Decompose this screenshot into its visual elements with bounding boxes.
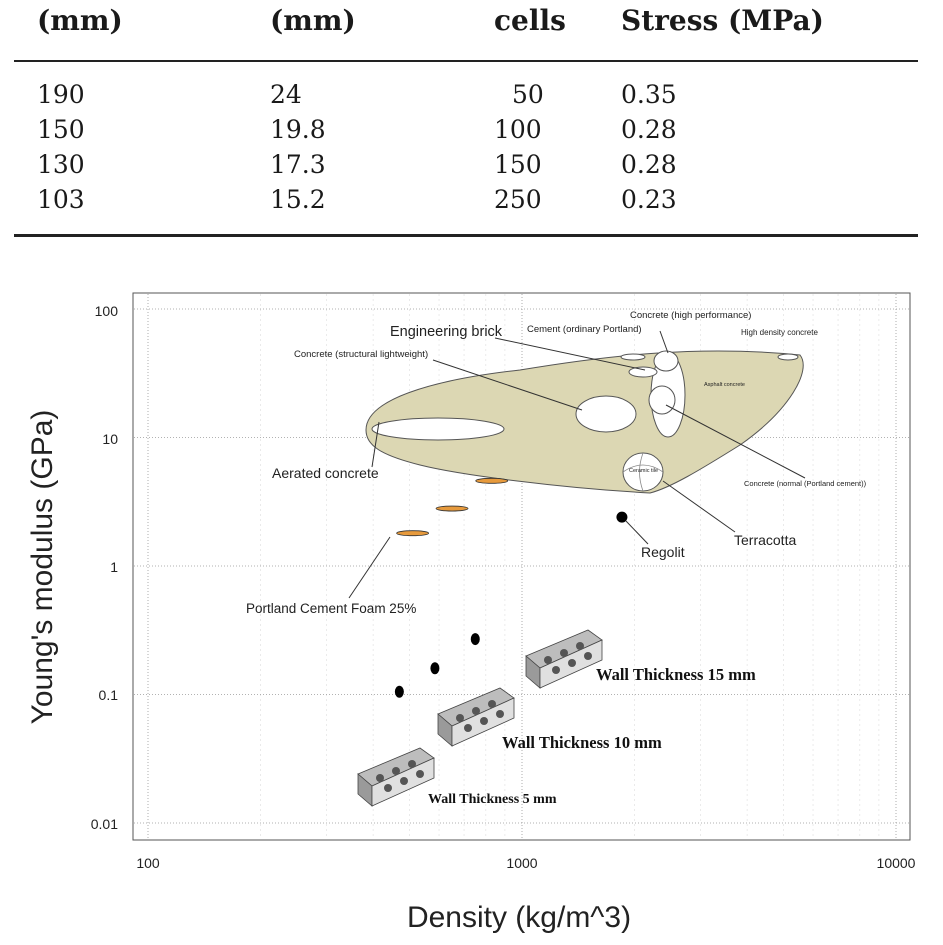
- y-tick-label: 1: [110, 559, 118, 575]
- table-cell: 15.2: [270, 185, 326, 214]
- header-col-4: Stress (MPa): [621, 4, 824, 37]
- foam-point: [475, 477, 509, 484]
- table-cell: 100: [494, 115, 542, 144]
- table-cell: 0.35: [621, 80, 677, 109]
- lattice-point: [430, 662, 440, 675]
- x-tick-label: 1000: [506, 855, 537, 871]
- cement-sliver-ellipse: [620, 353, 646, 361]
- high-density-ellipse: [777, 353, 799, 361]
- label-high-density-concrete: High density concrete: [741, 328, 818, 337]
- data-table: (mm) (mm) cells Stress (MPa) 190 24 50 0…: [0, 0, 943, 245]
- x-axis-title: Density (kg/m^3): [407, 901, 631, 934]
- label-portland-cement-foam: Portland Cement Foam 25%: [246, 601, 416, 616]
- label-aerated-concrete: Aerated concrete: [272, 465, 379, 481]
- label-engineering-brick: Engineering brick: [390, 324, 503, 340]
- table-cell: 24: [270, 80, 302, 109]
- lattice-block-15mm: [525, 629, 603, 689]
- bottom-rule: [14, 234, 918, 237]
- foam-point: [435, 505, 469, 512]
- table-cell: 250: [494, 185, 542, 214]
- y-tick-label: 100: [95, 303, 119, 319]
- y-tick-label: 0.01: [91, 816, 118, 832]
- label-cement-ordinary: Cement (ordinary Portland): [527, 324, 642, 335]
- foam-series: [396, 477, 509, 537]
- y-axis-title: Young's modulus (GPa): [26, 410, 59, 725]
- label-asphalt-concrete: Asphalt concrete: [704, 382, 745, 388]
- ashby-chart: Engineering brick Cement (ordinary Portl…: [26, 292, 916, 934]
- lattice-block-5mm: [357, 747, 435, 807]
- table-cell: 130: [37, 150, 85, 179]
- table-cell: 150: [494, 150, 542, 179]
- table-cell: 0.28: [621, 115, 677, 144]
- table-cell: 19.8: [270, 115, 326, 144]
- label-structural-lightweight: Concrete (structural lightweight): [294, 349, 428, 360]
- y-tick-label: 10: [102, 431, 118, 447]
- lattice-point: [394, 685, 404, 698]
- x-tick-label: 10000: [877, 855, 916, 871]
- label-concrete-normal: Concrete (normal (Portland cement)): [744, 479, 867, 488]
- lattice-block-10mm: [437, 687, 515, 747]
- table-cell: 103: [37, 185, 85, 214]
- header-col-2: (mm): [270, 4, 356, 37]
- label-wall-5mm: Wall Thickness 5 mm: [428, 792, 557, 807]
- cement-ordinary-ellipse: [653, 350, 679, 372]
- label-ceramic-tile: Ceramic tile: [629, 468, 658, 474]
- header-rule: [14, 60, 918, 62]
- label-terracotta: Terracotta: [734, 532, 796, 548]
- ceramic-tile-detail: [622, 452, 664, 492]
- engineering-brick-ellipse: [628, 366, 658, 378]
- label-wall-15mm: Wall Thickness 15 mm: [596, 665, 756, 684]
- table-cell: 0.23: [621, 185, 677, 214]
- table-cell: 50: [512, 80, 544, 109]
- table-cell: 150: [37, 115, 85, 144]
- x-tick-label: 100: [136, 855, 160, 871]
- table-cell: 0.28: [621, 150, 677, 179]
- aerated-concrete-ellipse: [371, 417, 505, 441]
- label-concrete-high-performance: Concrete (high performance): [630, 310, 751, 321]
- regolit-point: [616, 511, 628, 523]
- lattice-series: [394, 633, 480, 698]
- normal-concrete-ellipse: [648, 385, 676, 415]
- table-cell: 190: [37, 80, 85, 109]
- foam-point: [396, 530, 430, 537]
- label-regolit: Regolit: [641, 544, 685, 560]
- header-col-3: cells: [494, 4, 566, 37]
- y-tick-label: 0.1: [99, 687, 119, 703]
- structural-lightweight-ellipse: [575, 395, 637, 433]
- header-col-1: (mm): [37, 4, 123, 37]
- table-cell: 17.3: [270, 150, 326, 179]
- label-wall-10mm: Wall Thickness 10 mm: [502, 733, 662, 752]
- lattice-point: [470, 633, 480, 646]
- leader-lines: [348, 330, 806, 599]
